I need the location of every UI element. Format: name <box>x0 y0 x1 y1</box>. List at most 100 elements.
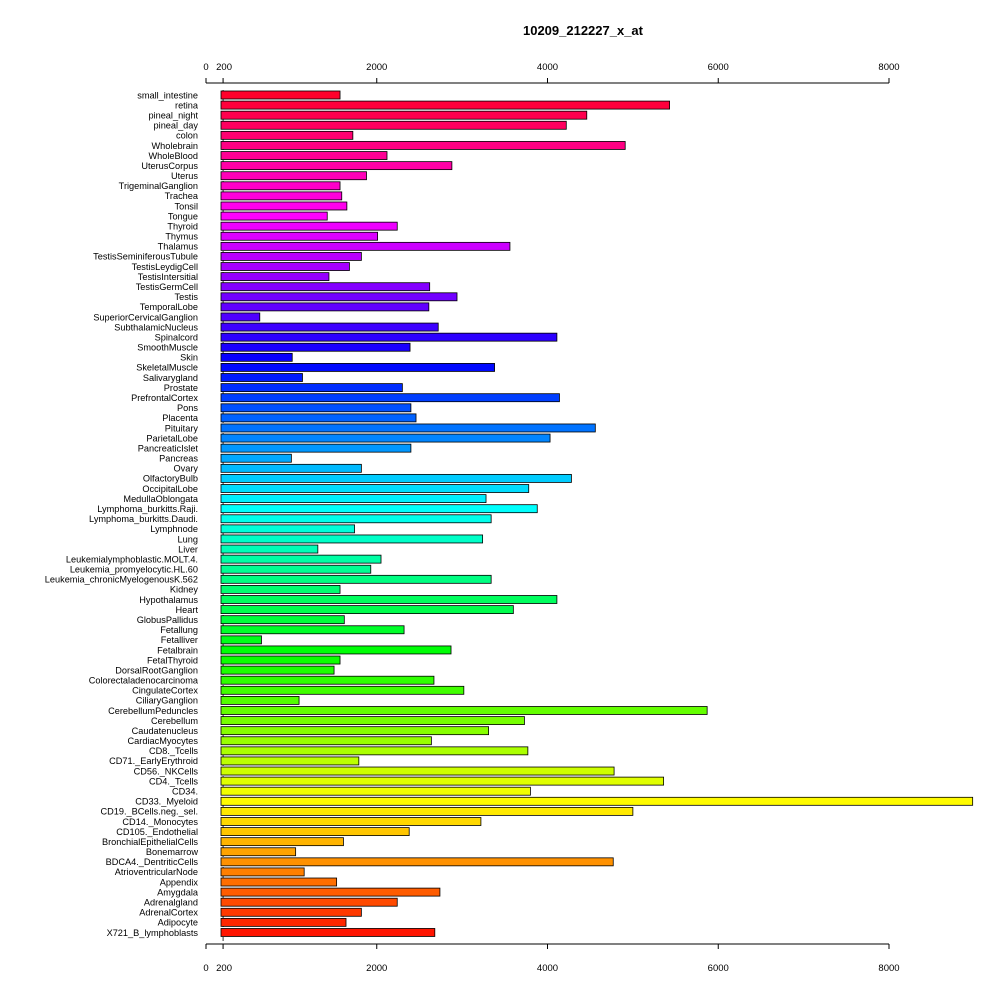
category-label: AdrenalCortex <box>139 908 198 918</box>
bar-14 <box>220 231 379 241</box>
category-label: CD71._EarlyErythroid <box>109 756 198 766</box>
bar-33 <box>220 423 596 433</box>
category-label: pineal_night <box>148 110 198 120</box>
bar-61 <box>220 706 708 715</box>
bar-29 <box>220 383 403 393</box>
bar-26 <box>220 352 293 362</box>
category-label: Fetallung <box>160 625 198 635</box>
category-label: Tongue <box>168 211 198 221</box>
bar-79 <box>220 887 441 897</box>
category-label: Prostate <box>164 383 198 393</box>
bar-38 <box>220 474 572 483</box>
category-label: SkeletalMuscle <box>136 363 198 373</box>
bar-1 <box>220 100 670 110</box>
bar-19 <box>220 282 431 292</box>
bar-82 <box>220 917 347 927</box>
category-label: Thalamus <box>158 242 199 252</box>
category-label: TestisLeydigCell <box>132 262 198 272</box>
x-tick-label-bottom: 4000 <box>537 963 558 974</box>
x-tick-label-bottom: 8000 <box>878 963 899 974</box>
chart-title: 10209_212227_x_at <box>523 23 644 38</box>
category-label: Heart <box>176 605 199 615</box>
bar-39 <box>220 484 530 493</box>
category-label: Cerebellum <box>151 716 198 726</box>
bar-2 <box>220 110 588 120</box>
category-label: pineal_day <box>154 121 199 131</box>
category-label: Placenta <box>162 413 199 423</box>
category-label: TestisSeminiferousTubule <box>93 252 198 262</box>
category-label: AtrioventricularNode <box>115 867 198 877</box>
bar-81 <box>220 907 362 917</box>
bar-18 <box>220 272 330 282</box>
bar-36 <box>220 453 292 463</box>
bar-40 <box>220 494 487 504</box>
category-label: BronchialEpithelialCells <box>102 837 198 847</box>
category-label: Ovary <box>173 464 198 474</box>
category-label: Thymus <box>165 232 198 242</box>
category-label: Lymphnode <box>150 524 198 534</box>
bar-68 <box>220 776 665 786</box>
bar-37 <box>220 463 362 473</box>
bar-73 <box>220 827 410 836</box>
category-label: CingulateCortex <box>132 686 198 696</box>
category-label: Leukemialymphoblastic.MOLT.4. <box>66 554 198 564</box>
category-label: Skin <box>180 353 198 363</box>
bar-46 <box>220 554 382 564</box>
x-tick-label-top: 4000 <box>537 62 558 73</box>
bar-11 <box>220 201 348 211</box>
x-tick-label-top: 8000 <box>878 62 899 73</box>
category-label: UterusCorpus <box>141 161 198 171</box>
category-label: Thyroid <box>167 221 198 231</box>
category-label: Testis <box>175 292 199 302</box>
x-tick-label-top: 200 <box>216 62 232 73</box>
bar-35 <box>220 443 412 453</box>
bar-47 <box>220 564 372 574</box>
bar-62 <box>220 716 525 725</box>
bar-75 <box>220 847 297 857</box>
category-label: Adrenalgland <box>144 898 198 908</box>
category-label: FetalThyroid <box>147 655 198 665</box>
bar-34 <box>220 433 551 443</box>
category-label: DorsalRootGanglion <box>115 665 198 675</box>
category-label: Tonsil <box>175 201 199 211</box>
category-label: CD56._NKCells <box>134 766 199 776</box>
bar-43 <box>220 524 355 534</box>
x-tick-label-bottom: 0 <box>203 963 208 974</box>
bar-25 <box>220 342 411 352</box>
bar-69 <box>220 786 531 796</box>
category-label: Adipocyte <box>158 918 198 928</box>
bar-74 <box>220 837 344 847</box>
category-label: CerebellumPeduncles <box>108 706 198 716</box>
category-label: Bonemarrow <box>146 847 198 857</box>
x-tick-label-top: 0 <box>203 62 208 73</box>
category-label: CD19._BCells.neg._sel. <box>100 807 198 817</box>
bar-78 <box>220 877 338 887</box>
bar-22 <box>220 312 261 322</box>
category-label: CD14._Monocytes <box>122 817 198 827</box>
bar-83 <box>220 928 436 937</box>
category-label: Trachea <box>165 191 199 201</box>
category-label: TemporalLobe <box>140 302 198 312</box>
category-label: PancreaticIslet <box>138 443 199 453</box>
category-label: Caudatenucleus <box>132 726 199 736</box>
category-label: colon <box>176 131 198 141</box>
bar-12 <box>220 211 328 221</box>
category-label: Spinalcord <box>155 332 198 342</box>
bar-23 <box>220 322 439 332</box>
bar-77 <box>220 867 305 877</box>
bar-60 <box>220 696 300 705</box>
bar-5 <box>220 141 626 150</box>
bar-42 <box>220 514 492 524</box>
category-label: CD8._Tcells <box>149 746 198 756</box>
bar-6 <box>220 151 388 160</box>
category-label: Leukemia_promyelocytic.HL.60 <box>70 565 198 575</box>
bar-3 <box>220 120 567 130</box>
x-tick-label-bottom: 200 <box>216 963 232 974</box>
category-label: Leukemia_chronicMyelogenousK.562 <box>45 575 198 585</box>
category-label: SubthalamicNucleus <box>114 322 198 332</box>
bar-57 <box>220 665 335 675</box>
bar-63 <box>220 726 489 736</box>
category-label: Fetalbrain <box>157 645 198 655</box>
